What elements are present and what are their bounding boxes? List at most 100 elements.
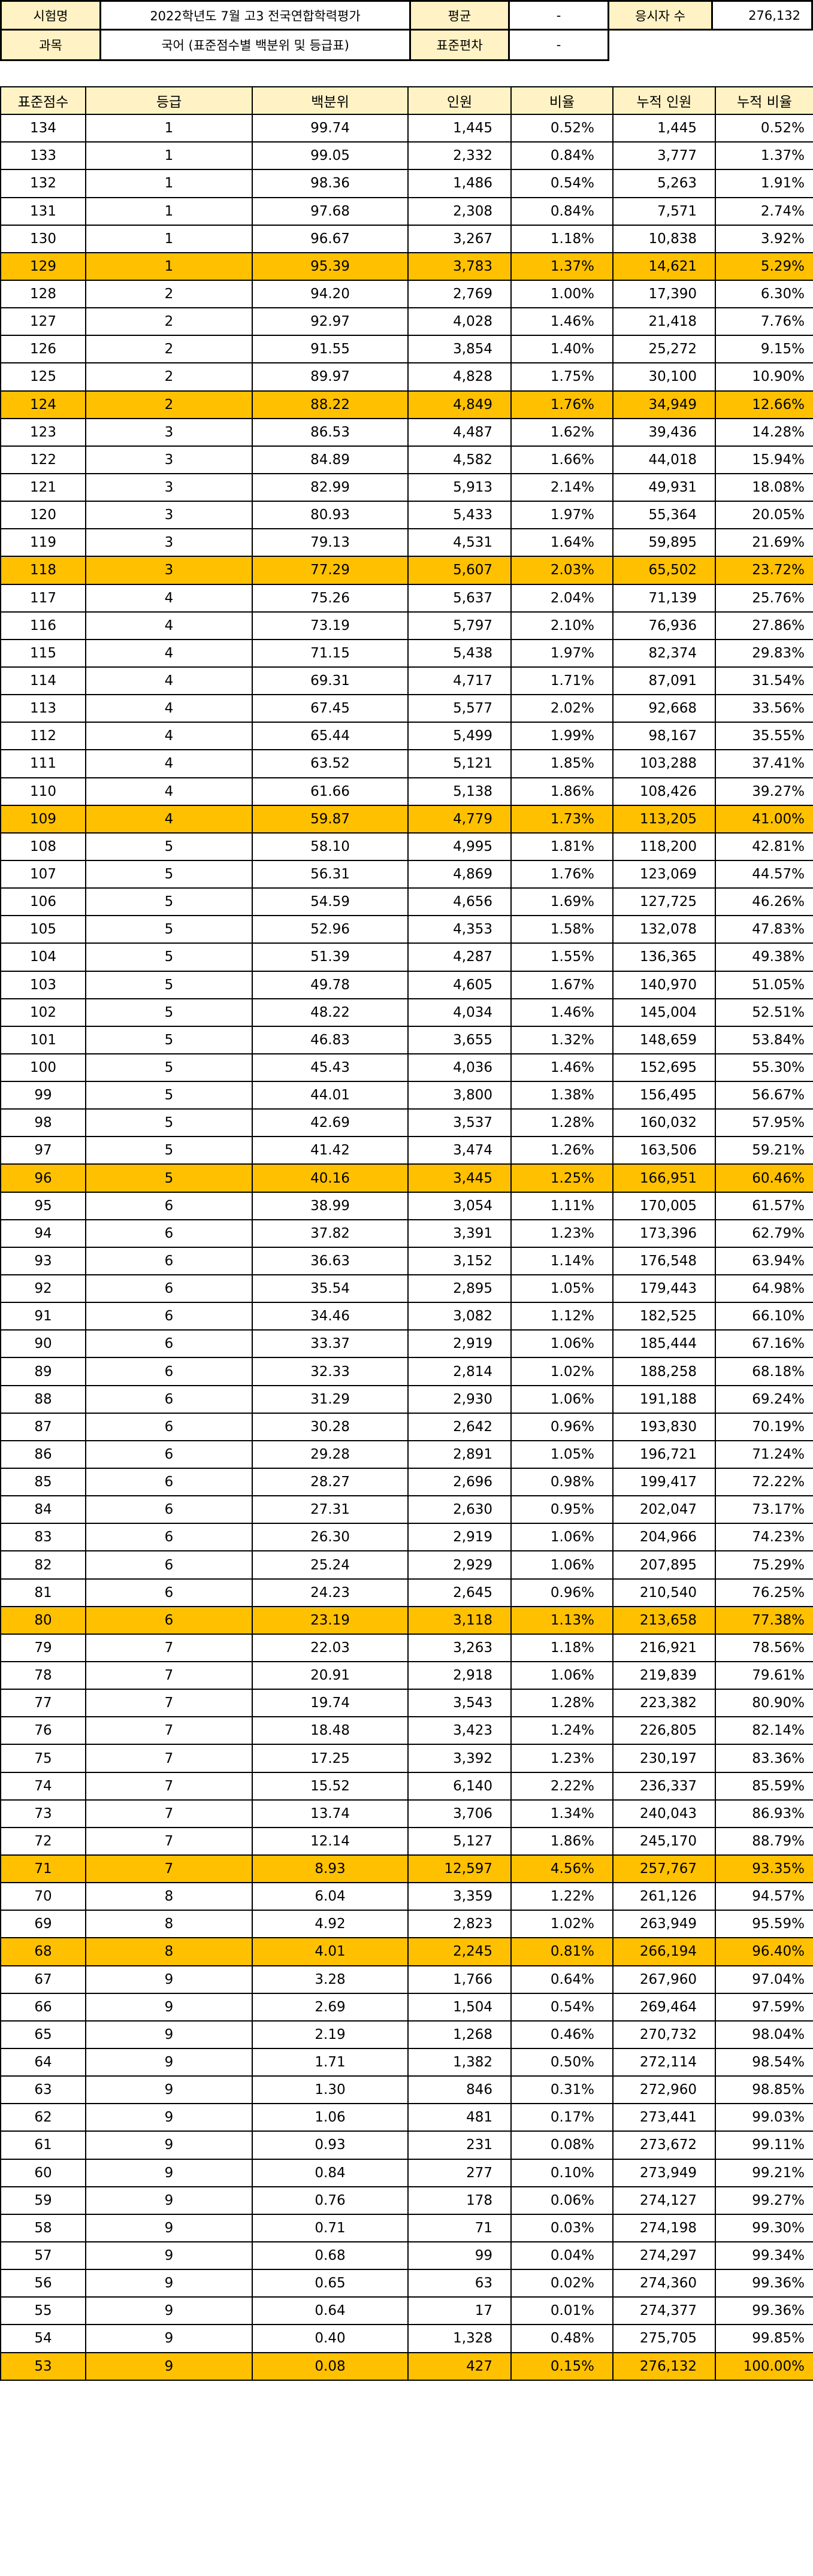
cell-score[interactable]: 112 bbox=[0, 722, 86, 751]
cell-count[interactable]: 99 bbox=[407, 2241, 512, 2271]
cell-cum-count[interactable]: 193,830 bbox=[612, 1412, 716, 1441]
cell-score[interactable]: 125 bbox=[0, 362, 86, 392]
cell-cum-ratio[interactable]: 99.36% bbox=[715, 2296, 813, 2326]
cell-score[interactable]: 70 bbox=[0, 1882, 86, 1911]
cell-grade[interactable]: 9 bbox=[85, 2213, 253, 2242]
cell-grade[interactable]: 4 bbox=[85, 749, 253, 778]
cell-ratio[interactable]: 1.46% bbox=[510, 307, 613, 337]
cell-percentile[interactable]: 86.53 bbox=[252, 417, 409, 447]
cell-ratio[interactable]: 0.84% bbox=[510, 196, 613, 226]
cell-grade[interactable]: 9 bbox=[85, 2351, 253, 2381]
cell-grade[interactable]: 9 bbox=[85, 2020, 253, 2049]
cell-percentile[interactable]: 29.28 bbox=[252, 1439, 409, 1469]
cell-score[interactable]: 98 bbox=[0, 1108, 86, 1138]
cell-cum-count[interactable]: 17,390 bbox=[612, 279, 716, 309]
cell-ratio[interactable]: 0.02% bbox=[510, 2269, 613, 2298]
cell-count[interactable]: 481 bbox=[407, 2103, 512, 2132]
cell-ratio[interactable]: 1.69% bbox=[510, 887, 613, 917]
cell-cum-count[interactable]: 5,263 bbox=[612, 169, 716, 198]
cell-count[interactable]: 2,919 bbox=[407, 1523, 512, 1552]
cell-ratio[interactable]: 4.56% bbox=[510, 1854, 613, 1884]
cell-score[interactable]: 111 bbox=[0, 749, 86, 778]
cell-percentile[interactable]: 51.39 bbox=[252, 942, 409, 972]
cell-cum-ratio[interactable]: 23.72% bbox=[715, 556, 813, 585]
cell-cum-count[interactable]: 272,960 bbox=[612, 2075, 716, 2105]
cell-percentile[interactable]: 15.52 bbox=[252, 1771, 409, 1801]
cell-percentile[interactable]: 59.87 bbox=[252, 804, 409, 834]
cell-score[interactable]: 78 bbox=[0, 1661, 86, 1690]
examinees-value[interactable]: 276,132 bbox=[711, 0, 813, 31]
cell-ratio[interactable]: 2.10% bbox=[510, 611, 613, 640]
cell-count[interactable]: 3,054 bbox=[407, 1191, 512, 1220]
cell-cum-count[interactable]: 226,805 bbox=[612, 1716, 716, 1745]
cell-cum-ratio[interactable]: 57.95% bbox=[715, 1108, 813, 1138]
cell-score[interactable]: 56 bbox=[0, 2269, 86, 2298]
cell-grade[interactable]: 4 bbox=[85, 777, 253, 806]
cell-score[interactable]: 85 bbox=[0, 1468, 86, 1497]
cell-percentile[interactable]: 45.43 bbox=[252, 1053, 409, 1083]
cell-percentile[interactable]: 69.31 bbox=[252, 666, 409, 696]
cell-cum-count[interactable]: 7,571 bbox=[612, 196, 716, 226]
cell-percentile[interactable]: 13.74 bbox=[252, 1799, 409, 1828]
cell-percentile[interactable]: 12.14 bbox=[252, 1826, 409, 1856]
cell-percentile[interactable]: 28.27 bbox=[252, 1468, 409, 1497]
cell-count[interactable]: 2,645 bbox=[407, 1578, 512, 1607]
cell-count[interactable]: 4,531 bbox=[407, 528, 512, 557]
cell-cum-ratio[interactable]: 15.94% bbox=[715, 445, 813, 474]
cell-ratio[interactable]: 1.86% bbox=[510, 777, 613, 806]
cell-cum-ratio[interactable]: 21.69% bbox=[715, 528, 813, 557]
cell-percentile[interactable]: 94.20 bbox=[252, 279, 409, 309]
cell-grade[interactable]: 6 bbox=[85, 1439, 253, 1469]
cell-grade[interactable]: 2 bbox=[85, 390, 253, 419]
cell-ratio[interactable]: 0.46% bbox=[510, 2020, 613, 2049]
cell-cum-ratio[interactable]: 99.36% bbox=[715, 2269, 813, 2298]
cell-ratio[interactable]: 1.55% bbox=[510, 942, 613, 972]
cell-grade[interactable]: 7 bbox=[85, 1744, 253, 1773]
cell-percentile[interactable]: 35.54 bbox=[252, 1274, 409, 1304]
cell-cum-count[interactable]: 55,364 bbox=[612, 501, 716, 530]
cell-percentile[interactable]: 88.22 bbox=[252, 390, 409, 419]
cell-ratio[interactable]: 0.81% bbox=[510, 1937, 613, 1966]
cell-ratio[interactable]: 0.54% bbox=[510, 1992, 613, 2022]
cell-ratio[interactable]: 1.14% bbox=[510, 1246, 613, 1276]
cell-count[interactable]: 3,474 bbox=[407, 1136, 512, 1165]
cell-cum-ratio[interactable]: 61.57% bbox=[715, 1191, 813, 1220]
col-header-grade[interactable]: 등급 bbox=[85, 86, 253, 116]
cell-grade[interactable]: 9 bbox=[85, 2158, 253, 2187]
cell-cum-ratio[interactable]: 44.57% bbox=[715, 859, 813, 889]
cell-count[interactable]: 5,577 bbox=[407, 694, 512, 723]
exam-name-value[interactable]: 2022학년도 7월 고3 전국연합학력평가 bbox=[99, 0, 411, 31]
cell-cum-count[interactable]: 216,921 bbox=[612, 1633, 716, 1663]
cell-cum-count[interactable]: 173,396 bbox=[612, 1219, 716, 1248]
cell-ratio[interactable]: 0.04% bbox=[510, 2241, 613, 2271]
cell-cum-count[interactable]: 202,047 bbox=[612, 1495, 716, 1525]
cell-ratio[interactable]: 2.22% bbox=[510, 1771, 613, 1801]
cell-score[interactable]: 72 bbox=[0, 1826, 86, 1856]
cell-percentile[interactable]: 40.16 bbox=[252, 1163, 409, 1193]
cell-grade[interactable]: 9 bbox=[85, 2324, 253, 2353]
cell-percentile[interactable]: 30.28 bbox=[252, 1412, 409, 1441]
cell-count[interactable]: 4,036 bbox=[407, 1053, 512, 1083]
cell-percentile[interactable]: 65.44 bbox=[252, 722, 409, 751]
cell-cum-count[interactable]: 25,272 bbox=[612, 335, 716, 364]
cell-cum-count[interactable]: 273,441 bbox=[612, 2103, 716, 2132]
cell-cum-ratio[interactable]: 18.08% bbox=[715, 472, 813, 502]
cell-cum-ratio[interactable]: 14.28% bbox=[715, 417, 813, 447]
cell-count[interactable]: 4,828 bbox=[407, 362, 512, 392]
cell-grade[interactable]: 8 bbox=[85, 1882, 253, 1911]
cell-ratio[interactable]: 0.98% bbox=[510, 1468, 613, 1497]
cell-count[interactable]: 2,630 bbox=[407, 1495, 512, 1525]
cell-cum-count[interactable]: 182,525 bbox=[612, 1302, 716, 1331]
cell-percentile[interactable]: 32.33 bbox=[252, 1357, 409, 1386]
cell-grade[interactable]: 6 bbox=[85, 1384, 253, 1414]
cell-cum-ratio[interactable]: 99.27% bbox=[715, 2186, 813, 2215]
cell-score[interactable]: 88 bbox=[0, 1384, 86, 1414]
cell-percentile[interactable]: 37.82 bbox=[252, 1219, 409, 1248]
cell-percentile[interactable]: 18.48 bbox=[252, 1716, 409, 1745]
cell-cum-ratio[interactable]: 72.22% bbox=[715, 1468, 813, 1497]
cell-ratio[interactable]: 1.05% bbox=[510, 1439, 613, 1469]
cell-score[interactable]: 122 bbox=[0, 445, 86, 474]
cell-score[interactable]: 68 bbox=[0, 1937, 86, 1966]
cell-cum-ratio[interactable]: 62.79% bbox=[715, 1219, 813, 1248]
cell-grade[interactable]: 4 bbox=[85, 804, 253, 834]
